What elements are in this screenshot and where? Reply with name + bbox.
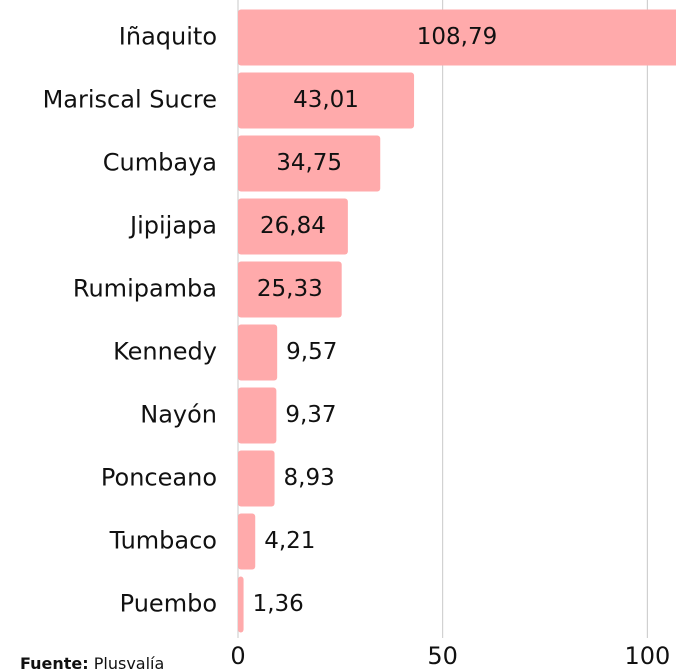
value-label: 25,33: [257, 276, 323, 302]
value-label: 1,36: [253, 591, 304, 617]
bar: [238, 72, 415, 129]
category-label: Ponceano: [101, 464, 217, 492]
bar: [238, 387, 277, 444]
bar: [238, 450, 275, 507]
category-label: Puembo: [120, 590, 217, 618]
source-text: Plusvalía: [94, 654, 165, 671]
value-label: 8,93: [284, 465, 335, 491]
category-label: Kennedy: [113, 338, 217, 366]
value-label: 9,37: [285, 402, 336, 428]
value-label: 108,79: [417, 24, 497, 50]
bar: [238, 261, 342, 318]
category-label: Iñaquito: [119, 23, 217, 51]
value-label: 34,75: [276, 150, 342, 176]
category-label: Mariscal Sucre: [43, 86, 217, 114]
bar: [238, 135, 381, 192]
category-label: Tumbaco: [109, 527, 217, 555]
x-tick-label: 0: [230, 642, 245, 670]
category-label: Nayón: [140, 401, 217, 429]
value-label: 4,21: [264, 528, 315, 554]
value-label: 26,84: [260, 213, 326, 239]
bar: [238, 9, 676, 66]
value-label: 43,01: [293, 87, 359, 113]
value-label: 9,57: [286, 339, 337, 365]
category-label: Cumbaya: [103, 149, 217, 177]
bar: [238, 198, 348, 255]
x-tick-label: 100: [624, 642, 670, 670]
source-label: Fuente:: [20, 654, 89, 671]
bar: [238, 324, 278, 381]
bar: [238, 576, 244, 633]
x-tick-label: 50: [427, 642, 458, 670]
category-label: Rumipamba: [73, 275, 217, 303]
plot: [237, 0, 676, 638]
source: Fuente: Plusvalía: [20, 654, 164, 671]
category-label: Jipijapa: [128, 212, 217, 240]
bar: [238, 513, 256, 570]
